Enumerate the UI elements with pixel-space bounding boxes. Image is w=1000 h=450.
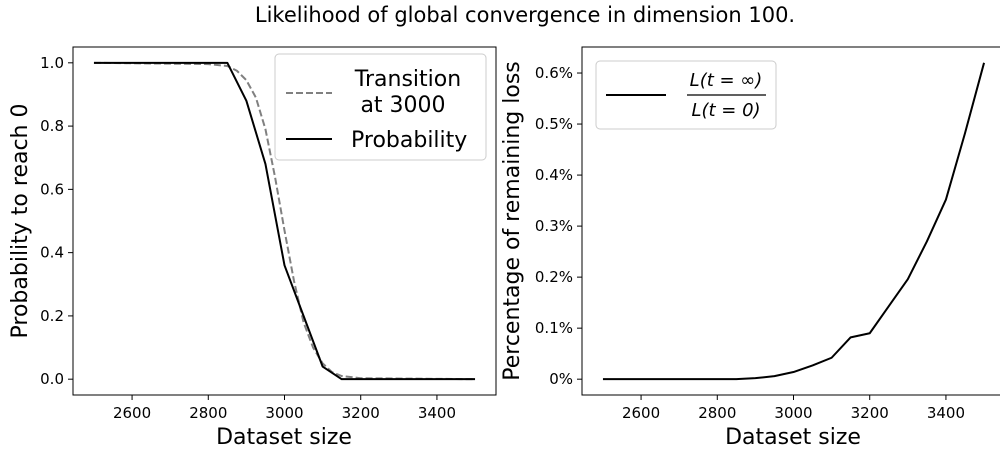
left-y-tick-label: 0.2 (40, 307, 64, 325)
right-series-line-0 (602, 62, 986, 381)
left-x-tick-label: 3000 (265, 404, 303, 422)
right-x-tick-label: 2800 (698, 404, 736, 422)
right-y-tick-label: 0.5% (535, 115, 573, 133)
legend-fraction-denominator: L(t = 0) (691, 100, 760, 121)
right-x-tick-label: 3000 (774, 404, 812, 422)
left-x-tick-label: 2600 (113, 404, 151, 422)
right-y-axis-label: Percentage of remaining loss (500, 61, 525, 381)
left-y-tick-label: 1.0 (40, 54, 64, 72)
legend-label-transition-line2: at 3000 (360, 93, 445, 118)
chart-remaining-loss: 2600 2800 3000 3200 3400 0%0.1%0.2%0.3%0.4%0… (500, 46, 1000, 450)
right-y-ticks: 0% 0.1% 0.2% 0.3% 0.4% 0.5% 0.6% (535, 64, 582, 388)
left-series-line-1 (93, 61, 476, 381)
right-y-tick-label: 0% (549, 370, 573, 388)
right-y-tick-label: 0.1% (535, 319, 573, 337)
legend-fraction-numerator: L(t = ∞) (690, 70, 763, 91)
right-y-tick-label: 0.3% (535, 217, 573, 235)
left-y-axis-label: Probability to reach 0 (8, 104, 33, 339)
left-x-tick-label: 2800 (189, 404, 227, 422)
figure-title: Likelihood of global convergence in dime… (255, 3, 795, 27)
right-series-group (602, 62, 986, 381)
legend-label-transition-line1: Transition (354, 67, 461, 92)
left-x-tick-label: 3400 (418, 404, 456, 422)
right-x-axis-label: Dataset size (725, 425, 861, 450)
left-series-line-0 (93, 61, 476, 381)
right-y-tick-label: 0.4% (535, 166, 573, 184)
left-y-tick-label: 0.8 (40, 117, 64, 135)
left-x-tick-label: 3200 (342, 404, 380, 422)
left-legend: Transition at 3000 Probability (274, 53, 487, 161)
left-legend-box (274, 53, 487, 161)
right-y-tick-label: 0.6% (535, 64, 573, 82)
left-series-group (93, 61, 476, 381)
left-y-tick-label: 0.0 (40, 370, 64, 388)
left-x-axis-label: Dataset size (216, 425, 352, 450)
right-y-tick-label: 0.2% (535, 268, 573, 286)
right-x-ticks: 2600 2800 3000 3200 3400 (622, 395, 965, 422)
left-y-tick-label: 0.6 (40, 180, 64, 198)
right-x-tick-label: 3200 (851, 404, 889, 422)
legend-label-probability: Probability (351, 128, 467, 153)
left-x-ticks: 2600 2800 3000 3200 3400 (113, 395, 456, 422)
left-y-ticks: 0.0 0.2 0.4 0.6 0.8 1.0 (40, 54, 73, 388)
left-y-tick-label: 0.4 (40, 244, 64, 262)
right-x-tick-label: 2600 (622, 404, 660, 422)
right-legend-box (595, 60, 777, 130)
chart-probability: 2600 2800 3000 3200 3400 0.00.20.40.60.81.0 … (8, 46, 497, 450)
right-x-tick-label: 3400 (927, 404, 965, 422)
right-legend: L(t = ∞) L(t = 0) (595, 60, 777, 130)
